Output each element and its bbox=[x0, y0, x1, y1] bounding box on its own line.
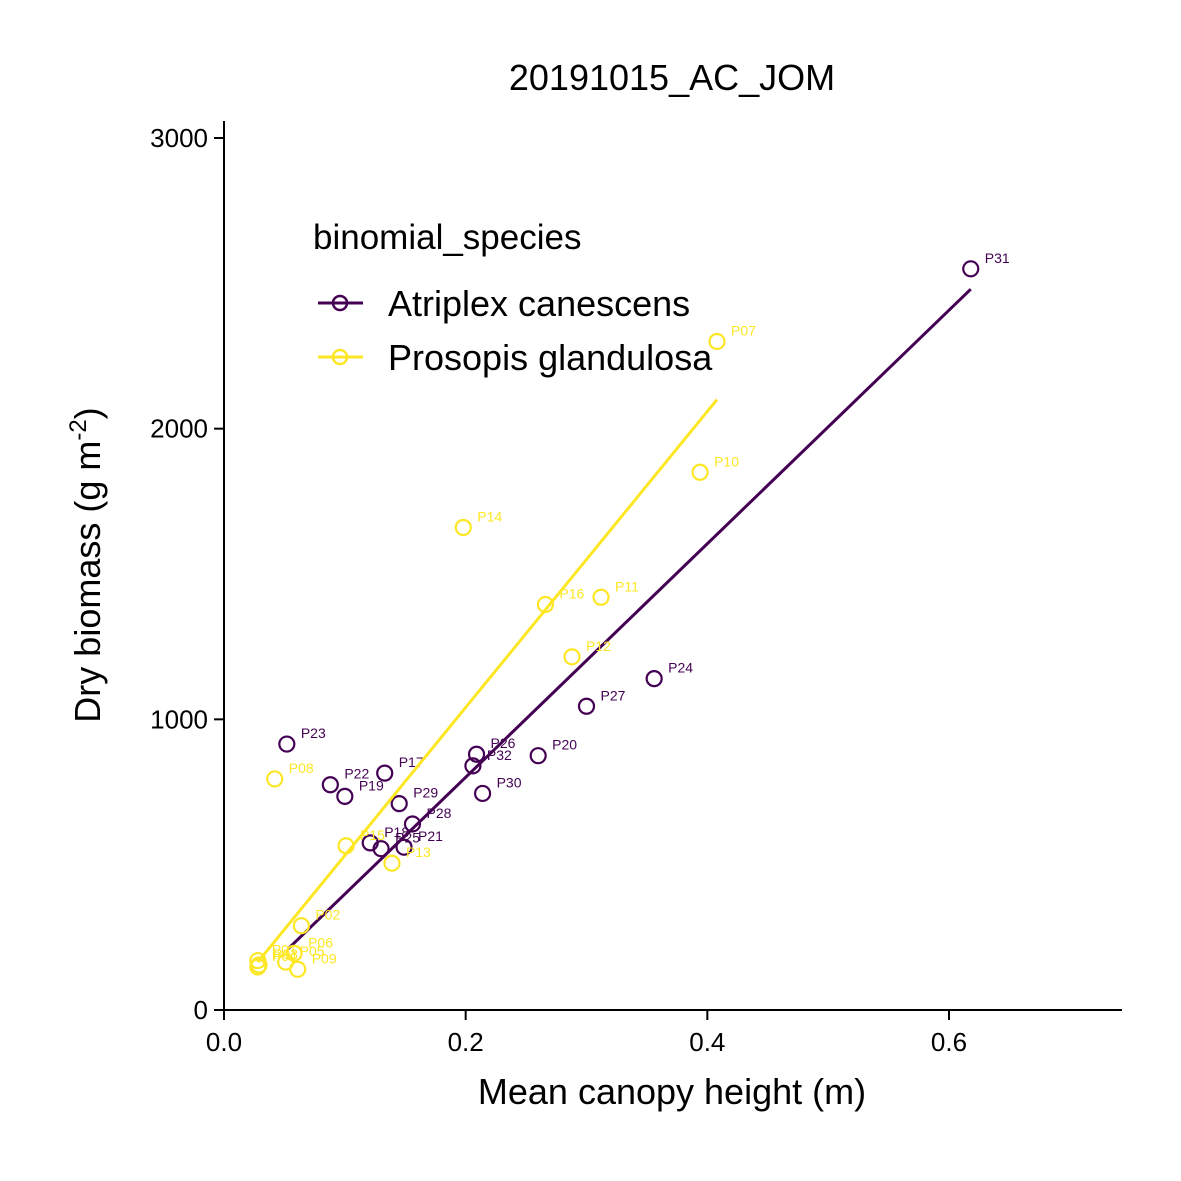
data-point-label: P10 bbox=[714, 453, 739, 469]
data-point-label: P03 bbox=[273, 946, 298, 962]
data-point-label: P07 bbox=[731, 322, 756, 338]
data-point-label: P11 bbox=[615, 578, 639, 594]
data-point bbox=[592, 588, 610, 606]
legend-label-atriplex: Atriplex canescens bbox=[388, 283, 690, 324]
data-point bbox=[563, 648, 581, 666]
y-axis-title-superscript: -2 bbox=[65, 419, 92, 440]
legend: binomial_species Atriplex canescens Pros… bbox=[313, 218, 713, 378]
data-point bbox=[278, 735, 296, 753]
legend-title: binomial_species bbox=[313, 218, 581, 257]
data-point-label: P05 bbox=[300, 943, 325, 959]
data-point bbox=[645, 670, 663, 688]
data-point-label: P19 bbox=[359, 777, 384, 793]
data-point-label: P04 bbox=[272, 948, 297, 964]
data-point bbox=[289, 960, 307, 978]
data-point bbox=[464, 757, 482, 775]
axes: 0.0 0.2 0.4 0.6 0 1000 2000 3000 bbox=[150, 121, 1122, 1057]
data-point-label: P23 bbox=[301, 725, 326, 741]
data-point bbox=[292, 917, 310, 935]
x-ticks: 0.0 0.2 0.4 0.6 bbox=[206, 1010, 967, 1057]
y-tick-label: 3000 bbox=[150, 123, 208, 153]
data-point-label: P28 bbox=[427, 805, 452, 821]
data-point-label: P30 bbox=[497, 774, 522, 790]
data-point bbox=[321, 776, 339, 794]
legend-item-prosopis: Prosopis glandulosa bbox=[318, 337, 713, 378]
legend-key-marker bbox=[331, 294, 349, 312]
y-axis-title-end: ) bbox=[67, 407, 108, 419]
x-tick-label: 0.6 bbox=[931, 1027, 967, 1057]
data-point-label: P24 bbox=[668, 660, 693, 676]
y-axis-title: Dry biomass (g m-2) bbox=[65, 407, 108, 722]
y-tick-label: 1000 bbox=[150, 704, 208, 734]
data-point bbox=[536, 595, 555, 614]
data-point bbox=[383, 854, 401, 872]
data-point-label: P20 bbox=[552, 737, 577, 753]
x-tick-label: 0.2 bbox=[448, 1027, 484, 1057]
chart-title: 20191015_AC_JOM bbox=[509, 57, 835, 98]
data-point-label: P16 bbox=[559, 586, 584, 602]
data-point bbox=[708, 332, 726, 351]
data-point-label: P21 bbox=[418, 828, 443, 844]
data-point bbox=[372, 840, 390, 858]
y-tick-label: 2000 bbox=[150, 414, 208, 444]
data-point bbox=[473, 784, 492, 803]
legend-key-marker bbox=[331, 348, 349, 366]
data-point-label: P25 bbox=[395, 830, 420, 846]
data-point-label: P26 bbox=[491, 735, 516, 751]
legend-item-atriplex: Atriplex canescens bbox=[318, 283, 690, 324]
y-tick-label: 0 bbox=[194, 995, 208, 1025]
data-point bbox=[691, 463, 709, 481]
data-point bbox=[376, 764, 394, 782]
legend-label-prosopis: Prosopis glandulosa bbox=[388, 337, 713, 378]
y-ticks: 0 1000 2000 3000 bbox=[150, 123, 224, 1025]
data-point bbox=[336, 787, 354, 805]
data-point bbox=[249, 958, 267, 976]
x-axis-title: Mean canopy height (m) bbox=[478, 1071, 866, 1112]
x-tick-label: 0.4 bbox=[689, 1027, 725, 1057]
data-point-label: P27 bbox=[601, 687, 626, 703]
fit-line bbox=[286, 288, 972, 951]
data-point bbox=[962, 260, 980, 278]
data-point bbox=[266, 770, 284, 788]
data-point-label: P14 bbox=[477, 508, 502, 524]
data-point-label: P15 bbox=[360, 827, 385, 843]
data-point bbox=[395, 838, 413, 856]
data-point-label: P31 bbox=[985, 250, 1010, 266]
data-point-label: P09 bbox=[312, 950, 337, 966]
data-point-label: P01 bbox=[272, 942, 297, 958]
x-tick-label: 0.0 bbox=[206, 1027, 242, 1057]
y-axis-title-main: Dry biomass (g m bbox=[67, 441, 108, 723]
data-point-label: P29 bbox=[413, 785, 438, 801]
data-point bbox=[529, 747, 547, 765]
data-point-label: P32 bbox=[487, 747, 512, 763]
data-point-label: P22 bbox=[344, 766, 369, 782]
data-point bbox=[403, 815, 422, 833]
data-point-label: P08 bbox=[289, 760, 314, 776]
data-point-label: P13 bbox=[406, 844, 431, 860]
fit-line bbox=[256, 398, 719, 963]
data-point-label: P02 bbox=[315, 907, 340, 923]
data-point-label: P06 bbox=[308, 934, 333, 950]
data-point-label: P18 bbox=[384, 824, 409, 840]
data-point-label: P12 bbox=[586, 638, 611, 654]
data-point bbox=[577, 697, 596, 715]
data-point bbox=[467, 745, 486, 763]
data-point bbox=[390, 795, 408, 813]
data-point bbox=[454, 518, 472, 537]
data-point bbox=[337, 837, 355, 855]
